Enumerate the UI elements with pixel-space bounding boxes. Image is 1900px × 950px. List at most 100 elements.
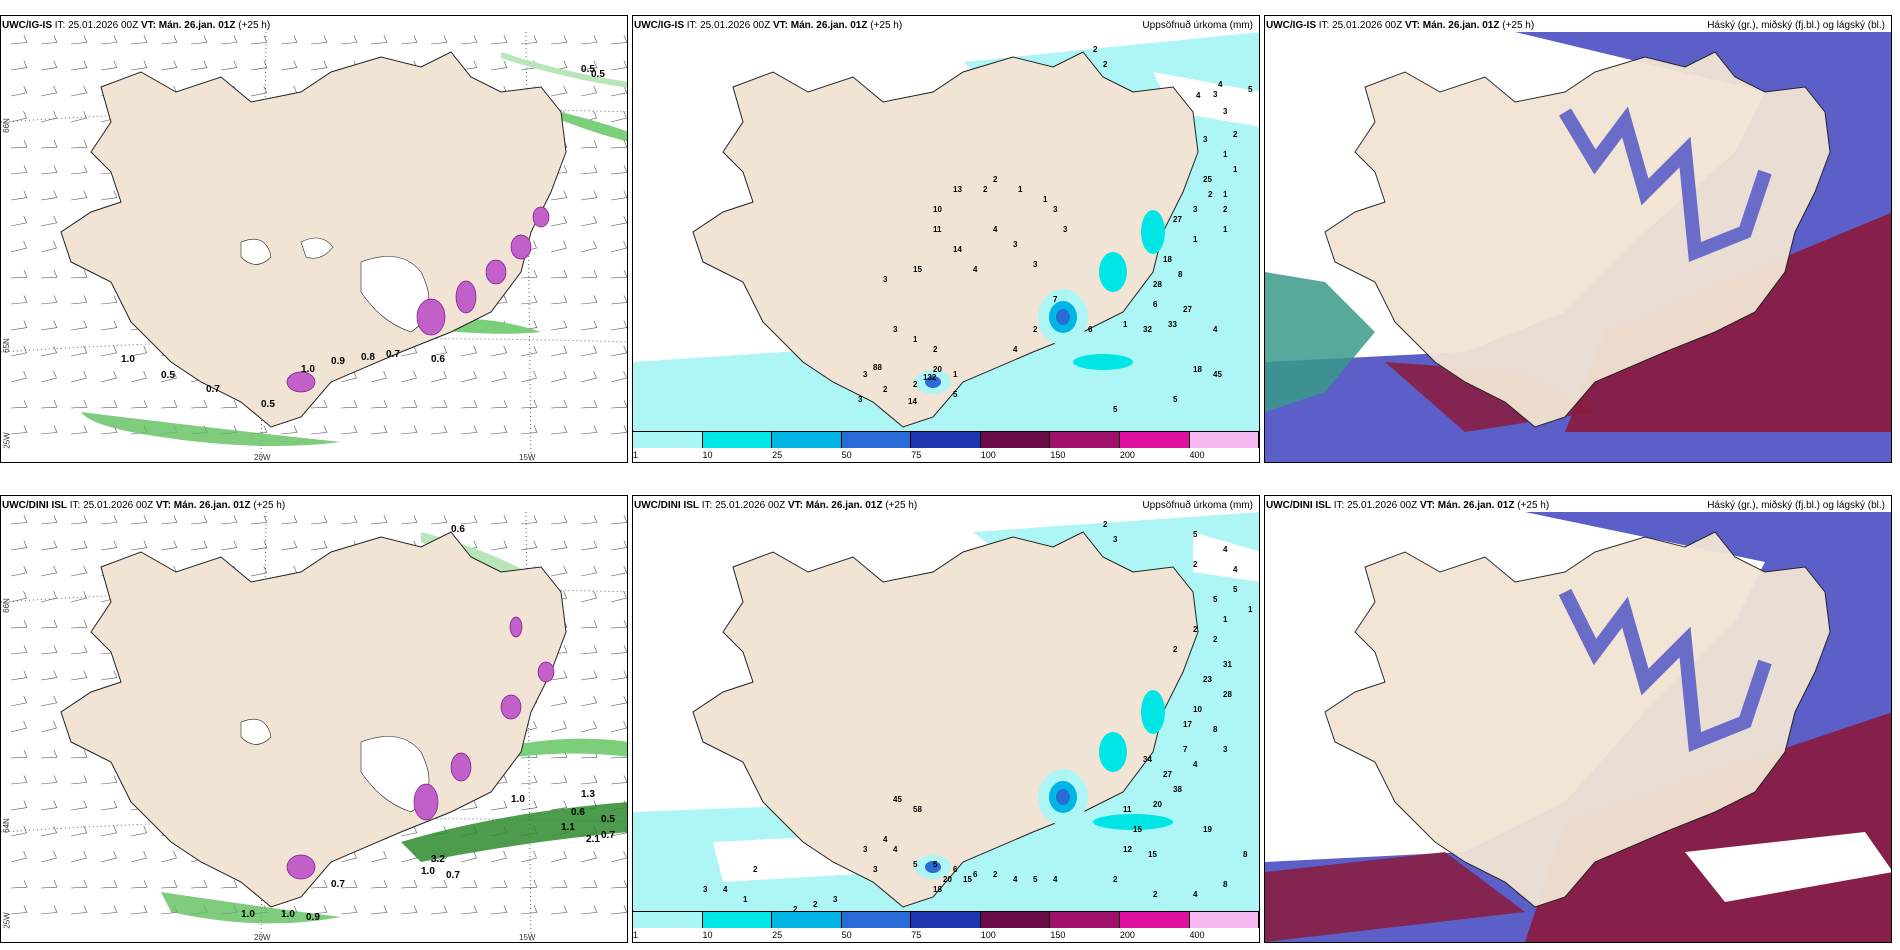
legend-tick-label: 150	[1050, 930, 1066, 940]
wind-barb	[520, 370, 537, 383]
value-label: 17	[1183, 720, 1192, 729]
value-label: 19	[1203, 825, 1212, 834]
value-label: 2	[1223, 205, 1228, 214]
wind-barb	[310, 880, 328, 889]
wind-barb	[70, 880, 88, 889]
value-label: 2	[983, 185, 988, 194]
wind-barb	[10, 270, 28, 279]
wind-barb	[580, 425, 598, 435]
value-label: 5	[1033, 875, 1038, 884]
value-label: 58	[913, 805, 922, 814]
value-label: 1	[1223, 615, 1228, 624]
wind-barb	[100, 400, 118, 409]
wind-barb	[70, 775, 88, 785]
value-label: 1	[1043, 195, 1048, 204]
wind-barb	[40, 670, 58, 681]
value-label: 38	[1173, 785, 1182, 794]
wind-barb	[70, 565, 88, 577]
value-label: 18	[933, 885, 942, 894]
wind-barb	[280, 35, 298, 45]
wind-barb	[220, 880, 238, 889]
wind-barb	[550, 800, 568, 811]
wind-barb	[580, 295, 598, 305]
wind-barb	[40, 750, 58, 759]
wind-barb	[10, 720, 27, 733]
value-label: 2	[1233, 130, 1238, 139]
wind-barb	[610, 850, 627, 863]
panel-header: UWC/DINI ISL IT: 25.01.2026 00Z VT: Mán.…	[634, 500, 918, 511]
value-label: 32	[1143, 325, 1152, 334]
value-label: 27	[1183, 305, 1192, 314]
lon-label: 15W	[519, 453, 536, 462]
wind-barb	[40, 800, 58, 811]
wind-barb	[610, 565, 627, 577]
legend-bar	[633, 912, 1259, 928]
wind-barb	[610, 140, 627, 149]
value-label: 15	[963, 875, 972, 884]
wind-barb	[130, 905, 148, 915]
wind-map: 0.50.51.00.50.70.51.00.9 0.8 0.7 0.6	[1, 32, 627, 462]
wind-barb	[40, 320, 58, 331]
panel-header: UWC/DINI ISL IT: 25.01.2026 00Z VT: Mán.…	[2, 500, 286, 511]
value-label: 25	[1203, 175, 1212, 184]
wind-barb	[70, 165, 88, 175]
panel-cloud-row1: UWC/IG-IS IT: 25.01.2026 00Z VT: Mán. 26…	[1264, 15, 1892, 463]
value-label: 2	[933, 345, 938, 354]
value-label: 27	[1163, 770, 1172, 779]
wind-barb	[340, 905, 358, 915]
wind-map: 0.6 1.0 0.6 0.5 0.7 1.1 2.1 1.3 1.0 0.7 1.0 1.0 0.9 0…	[1, 512, 627, 942]
wind-barb	[550, 345, 568, 357]
wind-barb	[10, 800, 28, 811]
wind-barb	[10, 620, 28, 629]
value-label: 28	[1153, 280, 1162, 289]
value-label: 6	[1153, 300, 1158, 309]
value-label: 11	[933, 225, 942, 234]
wind-barb	[160, 400, 178, 409]
wind-barb	[70, 345, 88, 357]
wind-barb	[160, 880, 178, 889]
wind-barb	[100, 345, 118, 357]
wind-barb	[70, 515, 88, 525]
wind-barb	[70, 35, 88, 45]
wind-barb	[10, 140, 28, 149]
wind-barb	[580, 670, 598, 681]
legend-swatch	[1119, 432, 1190, 448]
wind-barb	[70, 270, 88, 279]
value-label: 2	[1033, 325, 1038, 334]
wind-barb	[460, 880, 478, 889]
wind-barb	[70, 320, 88, 331]
value-label: 3	[858, 395, 863, 404]
wind-barb	[310, 35, 328, 45]
value-label: 4	[973, 265, 978, 274]
wind-barb	[70, 425, 88, 435]
value-label: 0.7	[206, 384, 220, 395]
wind-barb	[10, 670, 28, 681]
lon-label: 15W	[519, 933, 536, 942]
wind-barb	[520, 400, 538, 409]
wind-barb	[280, 425, 298, 435]
wind-barb	[490, 800, 508, 811]
wind-barb	[610, 85, 627, 97]
wind-barb	[430, 400, 448, 409]
wind-barb	[460, 905, 478, 915]
wind-barb	[100, 190, 118, 201]
wind-barb	[70, 825, 88, 837]
value-label: 0.7	[386, 349, 400, 360]
wind-barb	[10, 370, 27, 383]
wind-barb	[10, 695, 28, 707]
value-label: 2	[1193, 625, 1198, 634]
value-label: 1.0	[421, 866, 435, 877]
value-label: 15	[1133, 825, 1142, 834]
wind-barb	[40, 270, 58, 279]
wind-barb	[10, 515, 28, 525]
legend-tick-label: 400	[1189, 930, 1205, 940]
precip-legend: 1 10 25 50 75 100 150 200 400	[633, 911, 1259, 942]
value-label: 7	[1053, 295, 1058, 304]
wind-barb	[520, 270, 538, 279]
value-label: 4	[1013, 875, 1018, 884]
wind-barb	[460, 345, 478, 357]
wind-barb	[400, 880, 418, 889]
value-label: 3.2	[431, 854, 445, 865]
legend-swatch	[911, 912, 981, 928]
value-label: 0.5	[581, 64, 595, 75]
